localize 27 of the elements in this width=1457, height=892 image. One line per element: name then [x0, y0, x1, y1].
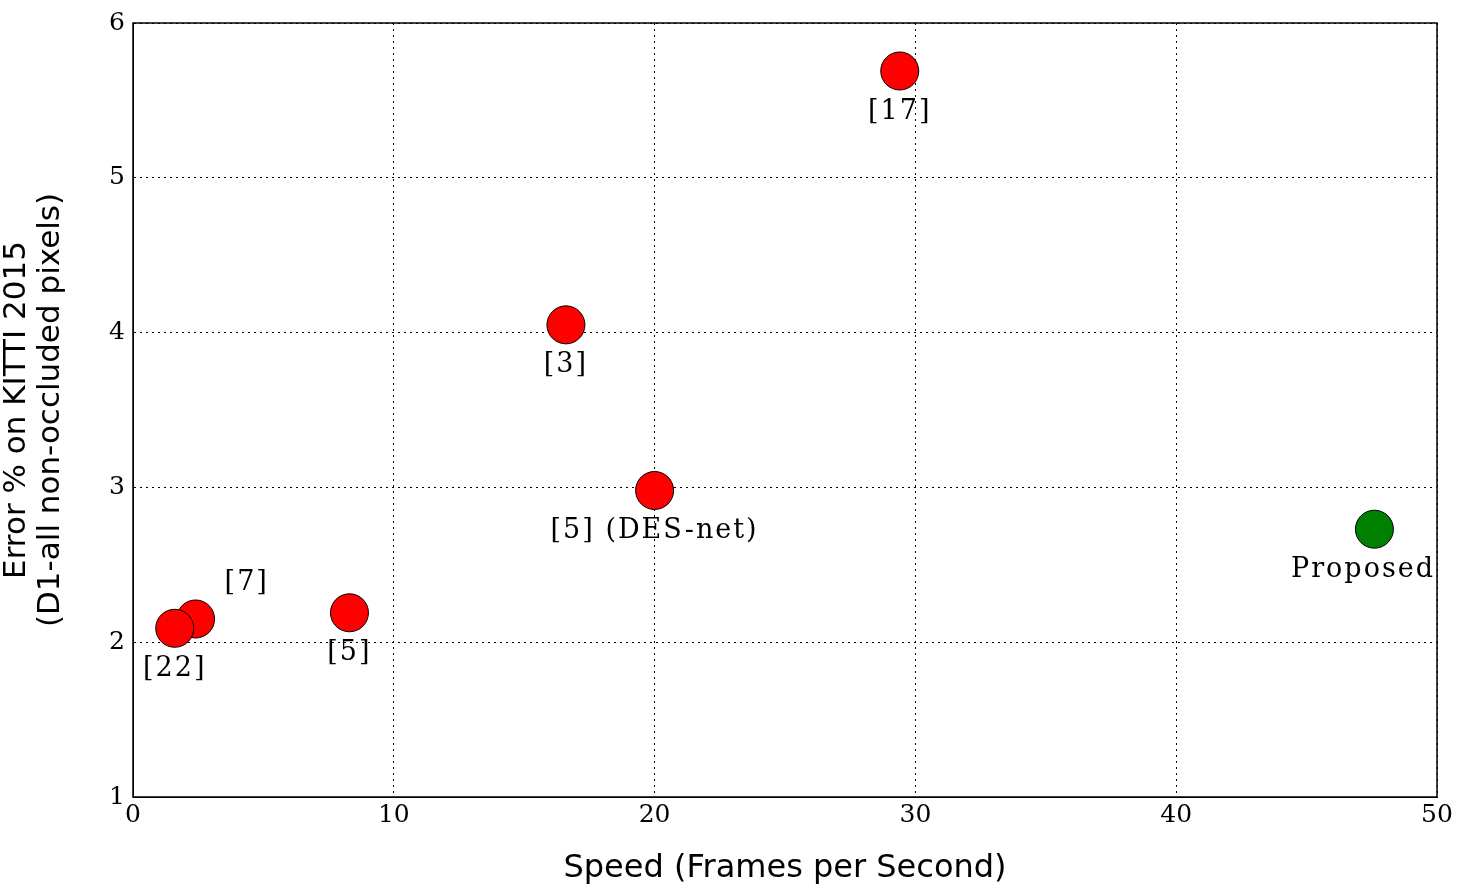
y-tick-label: 3: [109, 470, 125, 500]
point: [329, 593, 369, 633]
point: [155, 608, 195, 648]
annotation: [5] (DES-net): [550, 513, 759, 545]
point: [880, 51, 920, 91]
y-tick-label: 1: [109, 780, 125, 810]
x-tick-label: 20: [638, 798, 671, 828]
x-tick-label: 40: [1160, 798, 1193, 828]
annotation: [17]: [868, 93, 932, 125]
point: [635, 471, 675, 510]
y-tick-label: 6: [109, 6, 125, 36]
x-tick-label: 30: [899, 798, 932, 828]
annotation: [5]: [327, 635, 372, 667]
annotation: [7]: [224, 565, 269, 597]
y-tick-label: 2: [109, 625, 125, 655]
x-tick-label: 50: [1421, 798, 1453, 828]
x-tick-label: 0: [125, 798, 141, 828]
point: [546, 305, 586, 345]
y-axis-title: Error % on KITTI 2015 (D1-all non-occluded pixels): [0, 192, 67, 628]
x-axis-title: Speed (Frames per Second): [563, 847, 1007, 886]
x-tick-label: 10: [377, 798, 410, 828]
point: [1354, 509, 1394, 549]
annotation: [22]: [143, 650, 207, 682]
annotation: Proposed: [1291, 551, 1436, 583]
y-tick-label: 5: [109, 161, 125, 191]
annotation: [3]: [543, 347, 589, 379]
y-tick-label: 4: [109, 316, 125, 346]
